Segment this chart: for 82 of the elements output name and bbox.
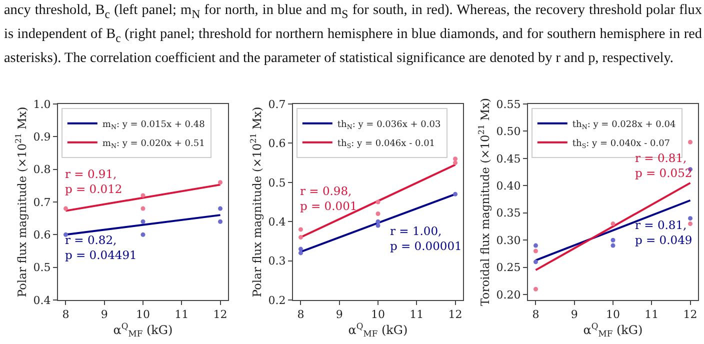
legend-label: m$_{N}$: y = 0.015x + 0.48 bbox=[102, 120, 206, 131]
point bbox=[218, 219, 223, 224]
point bbox=[140, 219, 146, 224]
x-tick-label: 12 bbox=[448, 308, 462, 322]
annotation: r = 0.81, p = 0.052 bbox=[635, 151, 692, 180]
x-tick-label: 12 bbox=[213, 308, 228, 322]
point bbox=[453, 156, 458, 162]
point bbox=[376, 219, 380, 224]
y-tick-label: 0.30 bbox=[496, 234, 521, 247]
point bbox=[63, 232, 68, 237]
point bbox=[140, 232, 146, 237]
x-axis-title: α$^{Q}$$_{MF}$ (kG) bbox=[583, 321, 643, 339]
point bbox=[533, 248, 538, 254]
point bbox=[533, 286, 538, 292]
legend-label: th$_{S}$: y = 0.040x - 0.07 bbox=[572, 138, 670, 150]
x-tick-label: 10 bbox=[136, 308, 150, 322]
y-tick-label: 0.3 bbox=[268, 254, 286, 268]
point bbox=[376, 223, 380, 228]
x-tick-label: 9 bbox=[100, 308, 108, 322]
point bbox=[298, 235, 303, 240]
x-tick-label: 11 bbox=[644, 308, 659, 322]
point bbox=[63, 206, 68, 211]
point bbox=[376, 200, 380, 204]
point bbox=[453, 160, 458, 166]
y-tick-label: 0.5 bbox=[33, 261, 51, 274]
legend-label: m$_{N}$: y = 0.020x + 0.51 bbox=[102, 138, 205, 150]
annotation: r = 0.81, p = 0.049 bbox=[635, 218, 692, 247]
point bbox=[218, 206, 223, 211]
point bbox=[218, 180, 223, 185]
point bbox=[453, 192, 458, 196]
point bbox=[140, 206, 146, 211]
y-tick-label: 0.4 bbox=[268, 215, 286, 228]
point bbox=[688, 216, 693, 221]
y-tick-label: 0.7 bbox=[268, 98, 286, 111]
point bbox=[376, 212, 380, 216]
y-tick-label: 0.50 bbox=[496, 125, 521, 138]
text: ancy threshold, B$_{c}$ (left panel; m$_{N}$ for north, in blue and m$_{S}$ for south, in red). Whereas, the recovery threshold polar flux is independent of B$_{c}$ (right panel; threshold for northern hemisphere in blue diamonds, and for southern hemisphere in red asterisks). The correlation coefficient and the parameter of statistical significance are denoted by r and p, respectively. bbox=[4, 2, 702, 66]
point bbox=[610, 243, 616, 248]
y-tick-label: 0.6 bbox=[268, 137, 286, 150]
point bbox=[610, 238, 616, 242]
y-tick-label: 0.55 bbox=[496, 98, 521, 111]
point bbox=[298, 246, 303, 252]
x-axis-title: α$^{Q}$$_{MF}$ (kG) bbox=[348, 321, 408, 339]
point bbox=[533, 260, 538, 264]
x-tick-label: 11 bbox=[174, 308, 189, 322]
annotation: r = 0.91, p = 0.012 bbox=[65, 167, 122, 196]
point bbox=[140, 193, 146, 198]
y-tick-label: 0.2 bbox=[268, 294, 286, 307]
point bbox=[610, 222, 616, 226]
x-axis-title: α$^{Q}$$_{MF}$ (kG) bbox=[113, 321, 173, 339]
x-tick-label: 8 bbox=[297, 308, 304, 322]
y-tick-label: 0.40 bbox=[496, 180, 521, 193]
y-tick-label: 0.5 bbox=[268, 176, 286, 190]
annotation: r = 0.98, p = 0.001 bbox=[300, 184, 358, 213]
legend-label: th$_{N}$: y = 0.036x + 0.03 bbox=[337, 120, 441, 131]
y-tick-label: 0.9 bbox=[33, 130, 51, 144]
legend-label: th$_{S}$: y = 0.046x - 0.01 bbox=[337, 138, 436, 150]
legend-label: th$_{N}$: y = 0.028x + 0.04 bbox=[572, 120, 676, 131]
y-tick-label: 0.25 bbox=[496, 261, 521, 274]
point bbox=[688, 140, 693, 144]
x-tick-label: 9 bbox=[570, 308, 578, 322]
point bbox=[298, 227, 303, 232]
point bbox=[298, 250, 303, 256]
x-tick-label: 11 bbox=[410, 308, 424, 322]
x-tick-label: 12 bbox=[683, 308, 698, 322]
y-tick-label: 1.0 bbox=[33, 98, 51, 111]
y-tick-label: 0.6 bbox=[33, 228, 51, 242]
x-tick-label: 10 bbox=[371, 308, 385, 322]
y-tick-label: 0.8 bbox=[33, 163, 51, 176]
annotation: r = 1.00, p = 0.00001 bbox=[390, 224, 462, 253]
x-tick-label: 8 bbox=[532, 308, 540, 322]
y-tick-label: 0.45 bbox=[496, 152, 521, 166]
y-tick-label: 0.7 bbox=[33, 196, 51, 209]
x-tick-label: 8 bbox=[62, 308, 70, 322]
y-tick-label: 0.35 bbox=[496, 206, 521, 220]
y-tick-label: 0.20 bbox=[496, 288, 521, 302]
x-tick-label: 9 bbox=[336, 308, 343, 322]
x-tick-label: 10 bbox=[606, 308, 620, 322]
point bbox=[533, 243, 538, 248]
y-tick-label: 0.4 bbox=[33, 294, 51, 307]
point bbox=[688, 222, 693, 226]
annotation: r = 0.82, p = 0.04491 bbox=[65, 233, 137, 262]
